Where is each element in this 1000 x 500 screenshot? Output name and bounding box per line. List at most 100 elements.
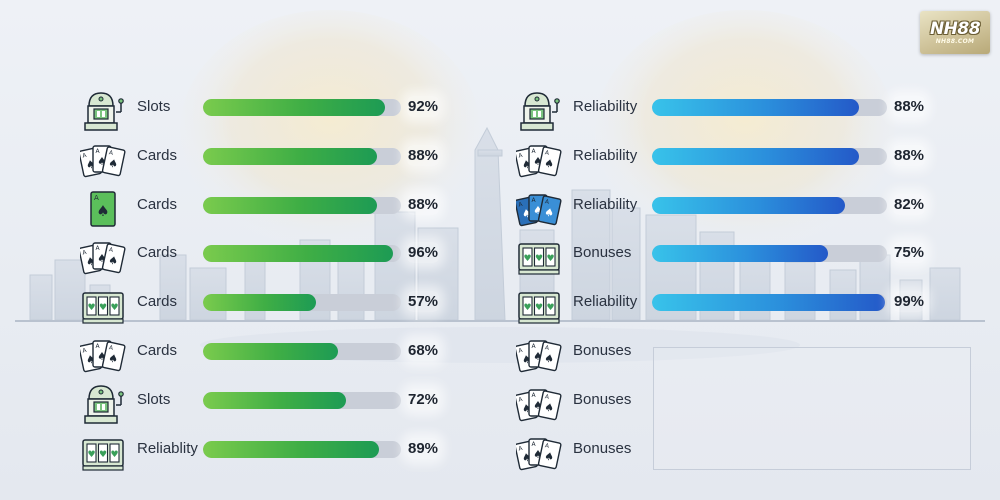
right-chart-row: A ♠ A ♠ A ♠ Bonuses (516, 381, 956, 421)
left-chart-row: ♥ ♥ ♥ Reliablity 89% (80, 430, 520, 471)
bar-fill (203, 343, 338, 360)
right-chart-row: A ♠ A ♠ A ♠ Reliability 82% (516, 186, 956, 226)
left-chart-row: A ♠ Cards 88% (80, 186, 520, 227)
bar-track (203, 440, 401, 458)
svg-text:♥: ♥ (546, 303, 554, 313)
svg-text:A: A (82, 249, 88, 257)
svg-text:♠: ♠ (533, 204, 543, 217)
slot-reels-icon: ♥ ♥ ♥ (80, 430, 126, 476)
bar-track (203, 343, 401, 360)
bar-fill (203, 196, 377, 214)
category-label: Bonuses (573, 439, 632, 457)
svg-text:♠: ♠ (543, 156, 555, 171)
svg-text:♠: ♠ (543, 449, 555, 464)
svg-text:A: A (518, 444, 524, 452)
svg-text:♠: ♠ (533, 155, 543, 168)
category-label: Bonuses (573, 244, 632, 262)
category-label: Slots (137, 98, 171, 115)
svg-text:♥: ♥ (110, 450, 118, 460)
svg-text:A: A (532, 197, 537, 204)
svg-text:♠: ♠ (533, 399, 543, 412)
single-card-icon: A ♠ (80, 186, 126, 232)
left-chart-row: A ♠ A ♠ A ♠ Cards 88% (80, 137, 520, 177)
svg-text:A: A (96, 148, 101, 155)
brand-logo[interactable]: NH88 NH88.COM (920, 11, 990, 54)
playing-cards-icon: A ♠ A ♠ A ♠ (516, 332, 562, 378)
svg-text:A: A (544, 442, 550, 450)
svg-text:♥: ♥ (99, 303, 107, 313)
bar-fill (203, 440, 379, 458)
bar-fill (203, 391, 346, 409)
value-label: 88% (407, 144, 440, 166)
category-label: Reliability (573, 293, 638, 311)
bar-track (652, 99, 887, 116)
bar-fill (203, 99, 385, 116)
empty-panel (653, 347, 971, 470)
svg-text:A: A (82, 152, 88, 160)
bar-fill (652, 99, 859, 116)
svg-text:♠: ♠ (97, 155, 107, 168)
bar-track (652, 294, 887, 312)
bar-track (203, 196, 401, 214)
category-label: Reliablity (137, 439, 198, 457)
svg-text:A: A (108, 149, 114, 157)
svg-text:A: A (108, 247, 114, 255)
bar-fill (203, 147, 377, 165)
svg-text:♥: ♥ (546, 254, 554, 264)
right-chart-row: ♥ ♥ ♥ Reliability 99% (516, 283, 956, 324)
svg-text:♠: ♠ (543, 400, 555, 415)
bar-fill (203, 294, 316, 312)
svg-text:♠: ♠ (107, 254, 119, 269)
bar-track (203, 147, 401, 165)
slot-reels-icon: ♥ ♥ ♥ (516, 283, 562, 329)
light-glow-left (180, 10, 480, 250)
svg-text:A: A (532, 343, 537, 350)
svg-text:♥: ♥ (535, 303, 543, 313)
svg-text:♠: ♠ (533, 350, 543, 363)
svg-text:♥: ♥ (87, 303, 95, 313)
left-chart-row: A ♠ A ♠ A ♠ Cards 96% (80, 234, 520, 275)
category-label: Bonuses (573, 342, 632, 359)
value-label: 89% (407, 437, 440, 459)
right-chart-row: A ♠ A ♠ A ♠ Reliability 88% (516, 137, 956, 177)
svg-text:♠: ♠ (107, 156, 119, 171)
right-chart-row: A ♠ A ♠ A ♠ Bonuses (516, 430, 956, 470)
logo-domain: NH88.COM (935, 37, 975, 45)
slot-machine-icon (516, 88, 562, 134)
value-label: 88% (893, 96, 926, 117)
svg-text:♠: ♠ (97, 252, 107, 265)
category-label: Cards (137, 244, 178, 262)
playing-cards-icon: A ♠ A ♠ A ♠ (516, 430, 562, 476)
slot-machine-icon (80, 381, 126, 427)
bar-track (652, 196, 887, 214)
svg-text:A: A (544, 149, 550, 157)
left-chart-row: Slots 72% (80, 381, 520, 424)
category-label: Cards (137, 342, 178, 359)
svg-text:♠: ♠ (533, 448, 543, 461)
value-label: 57% (407, 291, 440, 313)
category-label: Reliability (573, 195, 638, 213)
right-chart-row: ♥ ♥ ♥ Bonuses 75% (516, 234, 956, 275)
blue-cards-icon: A ♠ A ♠ A ♠ (516, 186, 562, 232)
svg-text:A: A (96, 245, 101, 252)
logo-wordmark: NH88 (929, 18, 981, 39)
svg-text:A: A (96, 343, 101, 350)
playing-cards-icon: A ♠ A ♠ A ♠ (516, 137, 562, 183)
bar-fill (652, 147, 859, 165)
svg-text:A: A (532, 441, 537, 448)
svg-text:♥: ♥ (110, 303, 118, 313)
category-label: Bonuses (573, 390, 632, 408)
svg-text:♠: ♠ (97, 350, 107, 363)
bar-track (652, 245, 887, 263)
svg-text:A: A (518, 347, 524, 355)
svg-text:♥: ♥ (87, 450, 95, 460)
bar-fill (203, 245, 393, 263)
svg-text:♠: ♠ (543, 205, 555, 220)
playing-cards-icon: A ♠ A ♠ A ♠ (80, 332, 126, 378)
svg-text:A: A (82, 347, 88, 355)
bar-track (203, 245, 401, 263)
svg-text:♠: ♠ (96, 202, 109, 220)
left-chart-row: ♥ ♥ ♥ Cards 57% (80, 283, 520, 324)
bar-fill (652, 245, 828, 263)
